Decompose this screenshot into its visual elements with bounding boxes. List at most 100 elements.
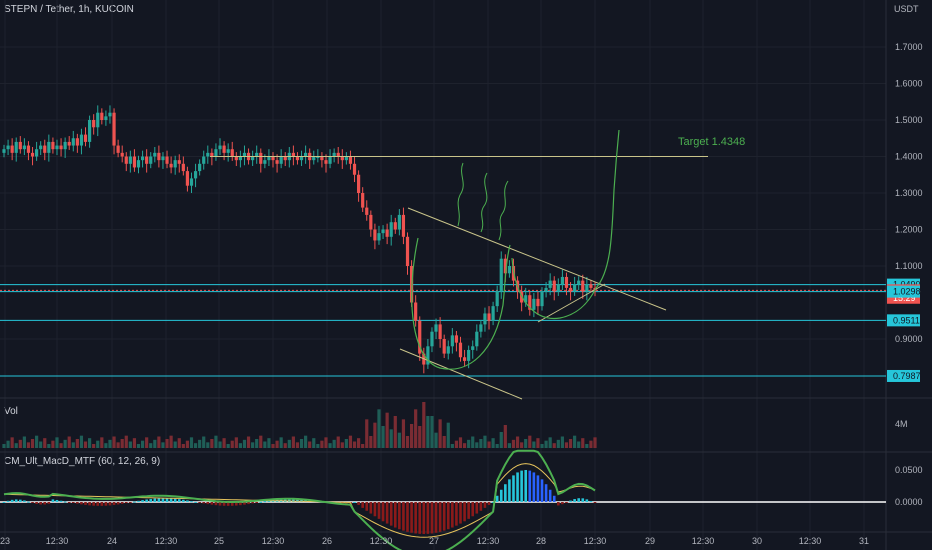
candle-body xyxy=(401,214,406,237)
volume-bar xyxy=(340,442,344,448)
macd-histogram-bar xyxy=(508,479,511,502)
macd-histogram-bar xyxy=(14,499,18,502)
candle-body xyxy=(442,339,446,354)
candle-body xyxy=(385,229,389,237)
horizontal-levels xyxy=(0,284,886,377)
candle-body xyxy=(328,156,332,164)
macd-histogram-bar xyxy=(516,472,519,502)
volume-bar xyxy=(528,435,532,448)
volume-bar xyxy=(361,444,365,448)
volume-bar xyxy=(467,439,471,448)
candle-body xyxy=(552,280,556,292)
macd-histogram-bar xyxy=(398,502,401,530)
candle-body xyxy=(43,145,47,153)
macd-tick: 0.0500 xyxy=(895,465,923,475)
volume-bar xyxy=(548,437,552,448)
volume-bar xyxy=(263,441,267,448)
candle-body xyxy=(507,266,512,274)
candle-body xyxy=(295,156,300,161)
macd-histogram-bar xyxy=(365,502,369,511)
volume-bar xyxy=(234,437,238,448)
volume-bar xyxy=(409,424,414,448)
volume-bar xyxy=(169,435,173,448)
volume-bar xyxy=(279,437,283,448)
macd-histogram-bar xyxy=(389,502,393,526)
volume-bar xyxy=(336,436,340,448)
volume-bar xyxy=(30,439,35,448)
volume-bar xyxy=(573,435,577,448)
volume-bar xyxy=(100,437,104,448)
candle-body xyxy=(324,160,328,164)
macd-histogram-bar xyxy=(552,495,556,502)
volume-bar xyxy=(149,443,153,448)
volume-bar xyxy=(267,438,271,448)
macd-histogram-bar xyxy=(475,502,479,514)
macd-histogram-bar xyxy=(524,470,528,502)
candle-body xyxy=(128,156,132,164)
volume-bar xyxy=(226,444,230,448)
candle-body xyxy=(177,160,181,164)
volume-bar xyxy=(352,441,357,448)
candle-body xyxy=(365,207,369,215)
volume-bar xyxy=(206,442,210,448)
volume-bar xyxy=(397,432,401,448)
macd-histogram-bar xyxy=(259,501,263,503)
candle-body xyxy=(475,331,479,347)
macd-histogram-bar xyxy=(451,502,454,528)
macd-histogram-bar xyxy=(381,502,385,522)
volume-bar xyxy=(47,444,51,448)
volume-bar xyxy=(181,444,185,448)
volume-bar xyxy=(153,439,157,448)
time-tick: 12:30 xyxy=(262,536,285,546)
candle-body xyxy=(92,120,96,128)
volume-bar xyxy=(104,443,108,448)
candle-body xyxy=(471,346,475,350)
macd-histogram-bar xyxy=(104,502,108,506)
macd-histogram-bar xyxy=(198,502,201,503)
time-tick: 12:30 xyxy=(799,536,822,546)
candle-body xyxy=(491,306,495,321)
candle-body xyxy=(238,156,242,161)
volume-bar xyxy=(238,443,242,448)
time-tick: 12:30 xyxy=(46,536,69,546)
rising-trendline xyxy=(537,283,606,323)
candle-body xyxy=(14,141,18,153)
macd-histogram-bar xyxy=(532,472,536,502)
volume-bar xyxy=(462,443,467,448)
volume-bar xyxy=(401,419,406,448)
macd-histogram-bar xyxy=(218,502,222,506)
macd-histogram-bar xyxy=(222,502,226,506)
candle-body xyxy=(446,346,450,354)
candle-body xyxy=(242,152,247,157)
candle-body xyxy=(373,229,377,241)
handle-curve xyxy=(511,257,597,320)
macd-histogram-bar xyxy=(243,502,246,505)
volume-bar xyxy=(173,441,177,448)
candles xyxy=(2,105,597,374)
candle-body xyxy=(251,156,255,161)
macd-histogram-bar xyxy=(434,502,438,533)
volume-bar xyxy=(442,436,446,448)
macd-histogram-bar xyxy=(230,502,234,506)
candle-body xyxy=(418,320,422,354)
candle-body xyxy=(161,156,165,161)
volume-bar xyxy=(165,439,169,448)
macd-histogram-bar xyxy=(235,502,238,506)
candle-body xyxy=(214,149,218,157)
candle-body xyxy=(18,141,22,150)
candle-body xyxy=(503,258,507,274)
candle-body xyxy=(377,233,381,241)
candle-body xyxy=(47,141,51,153)
volume-bar xyxy=(96,440,100,448)
volume-bar xyxy=(589,440,593,448)
volume-bar xyxy=(434,432,438,448)
time-tick: 12:30 xyxy=(155,536,178,546)
candle-body xyxy=(230,149,234,157)
macd-histogram-bar xyxy=(283,498,287,502)
volume-bar xyxy=(495,444,499,448)
volume-bar xyxy=(414,409,418,448)
candle-body xyxy=(348,156,353,164)
volume-bar xyxy=(161,442,165,448)
volume-bar xyxy=(189,437,194,448)
